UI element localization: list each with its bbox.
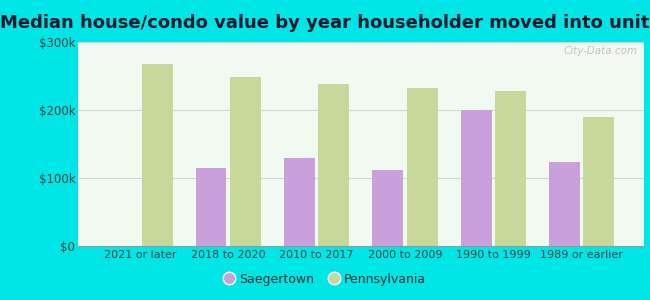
Text: City-Data.com: City-Data.com — [564, 46, 638, 56]
Bar — [372, 170, 403, 246]
Bar — [584, 117, 614, 246]
Bar — [407, 88, 437, 246]
Bar — [142, 64, 172, 246]
Legend: Saegertown, Pennsylvania: Saegertown, Pennsylvania — [219, 268, 431, 291]
Bar — [318, 84, 349, 246]
Bar — [230, 77, 261, 246]
Bar — [461, 110, 491, 246]
Bar — [196, 168, 226, 246]
Bar — [495, 91, 526, 246]
Text: Median house/condo value by year householder moved into unit: Median house/condo value by year househo… — [0, 14, 650, 32]
Bar — [549, 162, 580, 246]
Bar — [284, 158, 315, 246]
